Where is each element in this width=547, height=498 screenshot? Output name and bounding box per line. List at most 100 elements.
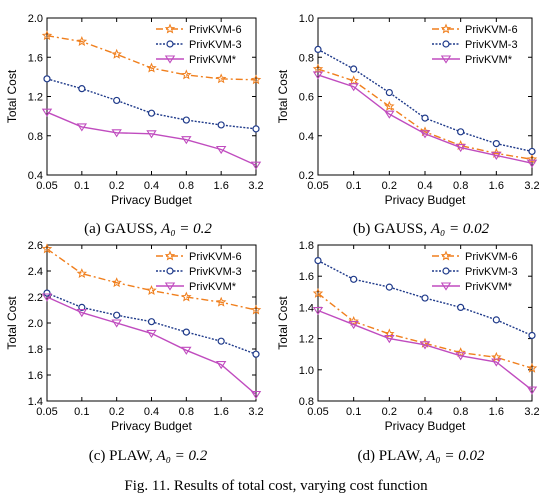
x-tick-label: 1.6 [214, 180, 229, 192]
legend-entry: PrivKVM-6 [465, 24, 518, 36]
x-tick-label: 0.05 [36, 180, 57, 192]
data-point-privkvm-6 [455, 347, 466, 358]
legend-entry: PrivKVM* [465, 54, 513, 66]
y-tick-label: 0.6 [299, 92, 314, 104]
y-tick-label: 0.8 [299, 396, 314, 408]
legend-entry: PrivKVM-6 [189, 251, 242, 263]
data-point-privkvmstar [491, 358, 502, 367]
data-point-privkvm-3 [457, 303, 465, 311]
data-point-privkvm-3 [492, 140, 500, 148]
data-point-privkvmstar [250, 161, 262, 170]
x-tick-label: 0.1 [346, 406, 361, 418]
legend-entry: PrivKVM-6 [189, 24, 242, 36]
data-point-privkvm-3 [182, 116, 190, 124]
data-point-privkvm-6 [250, 74, 262, 85]
data-point-privkvmstar [164, 282, 176, 291]
x-axis-label: Privacy Budget [111, 193, 192, 207]
y-axis-label: Total Cost [5, 296, 19, 350]
subplot-a: 0.05 0.1 0.2 0.4 0.8 1.6 3.2 0.4 0.8 1.2 1.6 2.0 Pri… [5, 13, 264, 237]
data-point-privkvmstar [250, 390, 262, 400]
data-point-privkvmstar [146, 130, 157, 139]
y-tick-label: 2.4 [28, 266, 43, 278]
data-point-privkvm-6 [111, 277, 122, 288]
y-tick-label: 1.4 [28, 396, 43, 408]
data-point-privkvm-6 [146, 284, 157, 295]
legend: PrivKVM-6 PrivKVM-3 PrivKVM* [156, 23, 242, 66]
data-point-privkvmstar [41, 108, 53, 117]
data-point-privkvmstar [164, 55, 176, 64]
data-point-privkvm-3 [166, 40, 174, 48]
y-tick-label: 1.2 [299, 334, 314, 346]
data-point-privkvmstar [348, 321, 359, 330]
x-tick-label: 0.05 [307, 406, 328, 418]
data-point-privkvm-3 [217, 121, 225, 129]
data-point-privkvm-3 [43, 289, 51, 297]
series-line-privkvm-6 [46, 34, 257, 81]
y-tick-label: 1.6 [299, 271, 314, 283]
legend-entry: PrivKVM-3 [189, 266, 242, 278]
data-point-privkvmstar [146, 329, 157, 339]
data-point-privkvm-3 [252, 125, 260, 133]
x-tick-label: 0.8 [179, 406, 194, 418]
x-tick-label: 0.4 [144, 406, 159, 418]
data-point-privkvm-3 [350, 275, 358, 283]
data-point-privkvmstar [384, 335, 395, 344]
x-tick-label: 0.1 [74, 406, 89, 418]
data-point-privkvm-6 [312, 63, 324, 74]
series-line-privkvmstar [46, 111, 257, 166]
figure-caption: Fig. 11. Results of total cost, varying … [124, 478, 428, 494]
data-point-privkvm-6 [348, 315, 359, 326]
legend-entry: PrivKVM* [465, 281, 513, 293]
x-tick-label: 0.2 [109, 406, 124, 418]
data-point-privkvm-3 [78, 303, 86, 311]
x-tick-label: 1.6 [214, 406, 229, 418]
data-point-privkvmstar [440, 55, 452, 64]
x-axis-label: Privacy Budget [385, 193, 466, 207]
data-point-privkvm-3 [252, 350, 260, 358]
data-point-privkvm-3 [385, 283, 393, 291]
data-point-privkvm-6 [164, 23, 176, 34]
y-tick-label: 1.6 [28, 370, 43, 382]
y-tick-label: 1.0 [299, 365, 314, 377]
data-point-privkvmstar [312, 71, 324, 80]
data-point-privkvm-6 [111, 48, 122, 59]
data-point-privkvmstar [526, 386, 538, 395]
data-point-privkvm-6 [491, 351, 502, 362]
data-point-privkvmstar [312, 306, 324, 316]
data-point-privkvm-6 [440, 23, 452, 34]
y-tick-label: 1.8 [28, 344, 43, 356]
data-point-privkvm-6 [384, 328, 395, 339]
series-line-privkvm-6 [317, 68, 533, 160]
data-point-privkvm-3 [385, 88, 393, 97]
data-point-privkvm-3 [528, 147, 536, 156]
subplot-caption: (a) GAUSS, A₀ = 0.2 [84, 221, 212, 237]
x-tick-label: 3.2 [524, 406, 539, 418]
x-axis-label: Privacy Budget [111, 419, 192, 433]
data-point-privkvmstar [419, 341, 431, 350]
subplot-caption: (d) PLAW, A₀ = 0.02 [358, 448, 485, 464]
x-tick-label: 0.4 [417, 406, 432, 418]
data-point-privkvmstar [215, 361, 227, 370]
subplot-c: 0.05 0.1 0.2 0.4 0.8 1.6 3.2 1.4 1.6 1.8 2.0 2.2 2.4… [5, 240, 264, 464]
data-point-privkvmstar [111, 319, 122, 328]
y-tick-label: 1.0 [299, 13, 314, 25]
data-point-privkvm-3 [457, 128, 465, 136]
y-axis-label: Total Cost [276, 69, 290, 123]
x-tick-label: 0.1 [74, 180, 89, 192]
legend-entry: PrivKVM-3 [189, 39, 242, 51]
data-point-privkvmstar [455, 352, 466, 361]
x-tick-label: 3.2 [524, 180, 539, 192]
data-point-privkvmstar [76, 309, 88, 318]
data-point-privkvm-6 [250, 304, 262, 315]
y-tick-label: 1.4 [299, 302, 314, 314]
data-point-privkvmstar [491, 151, 502, 160]
x-tick-label: 0.1 [346, 180, 361, 192]
data-point-privkvm-6 [41, 30, 53, 41]
y-tick-label: 0.8 [28, 131, 43, 143]
data-point-privkvm-3 [442, 267, 450, 275]
x-tick-label: 0.05 [36, 406, 57, 418]
x-tick-label: 0.05 [307, 180, 328, 192]
data-point-privkvm-6 [146, 62, 157, 73]
data-point-privkvm-6 [181, 291, 192, 302]
data-point-privkvm-3 [217, 337, 225, 345]
